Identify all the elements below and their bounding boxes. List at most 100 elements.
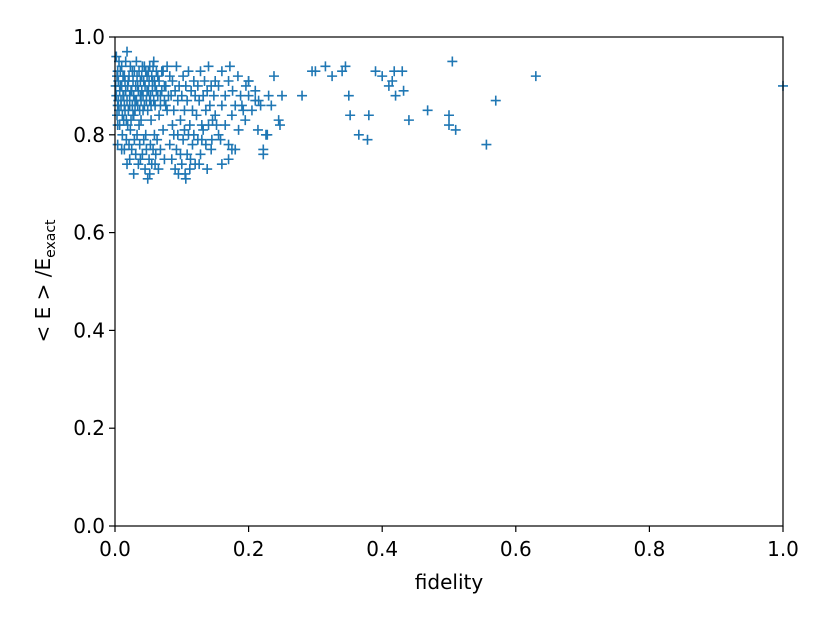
data-point — [444, 110, 454, 121]
data-point — [112, 120, 123, 131]
data-point — [180, 80, 191, 91]
data-point — [310, 66, 321, 77]
data-points — [110, 46, 788, 184]
data-point — [124, 139, 135, 150]
data-point — [226, 144, 237, 155]
data-point — [227, 85, 238, 96]
data-point — [128, 110, 139, 121]
data-point — [154, 76, 165, 87]
data-point — [277, 90, 287, 101]
data-point — [206, 144, 217, 155]
data-point — [196, 134, 207, 145]
data-point — [226, 110, 237, 121]
data-point — [390, 90, 401, 101]
data-point — [194, 159, 205, 170]
data-point — [124, 154, 135, 165]
data-point — [154, 110, 165, 121]
data-point — [223, 76, 234, 87]
data-point — [144, 168, 155, 179]
data-point — [167, 76, 178, 87]
data-point — [230, 100, 241, 111]
data-point — [250, 85, 261, 96]
data-point — [235, 90, 246, 101]
data-point — [150, 159, 161, 170]
data-point — [167, 120, 178, 131]
data-point — [172, 129, 183, 140]
y-tick-label: 1.0 — [73, 25, 105, 49]
data-point — [116, 144, 127, 155]
data-point — [111, 51, 122, 62]
data-point — [232, 71, 243, 82]
data-point — [150, 149, 161, 160]
data-point — [184, 164, 195, 175]
data-point — [233, 124, 244, 135]
data-point — [530, 71, 541, 82]
data-point — [195, 66, 206, 77]
data-point — [262, 129, 273, 140]
y-tick-label: 0.2 — [73, 416, 105, 440]
data-point — [126, 115, 137, 126]
data-point — [164, 139, 175, 150]
data-point — [142, 173, 153, 184]
data-point — [263, 90, 274, 101]
y-axis-label-main: < E > /E — [31, 258, 55, 343]
data-point — [370, 66, 381, 77]
data-point — [444, 120, 454, 131]
data-point — [268, 71, 279, 82]
data-point — [182, 95, 193, 106]
data-point — [377, 71, 388, 82]
y-axis: 0.0 0.2 0.4 0.6 0.8 1.0 — [73, 25, 115, 538]
data-point — [266, 100, 277, 111]
data-point — [120, 56, 131, 67]
data-point — [204, 100, 215, 111]
data-point — [195, 149, 206, 160]
data-point — [178, 134, 189, 145]
y-axis-label-subscript: exact — [43, 219, 59, 258]
data-point — [152, 134, 163, 145]
data-point — [176, 159, 187, 170]
data-point — [273, 115, 284, 126]
data-point — [320, 61, 331, 72]
data-point — [129, 134, 140, 145]
data-point — [128, 168, 139, 179]
data-point — [176, 90, 187, 101]
data-point — [159, 95, 170, 106]
data-point — [122, 159, 133, 170]
data-point — [450, 124, 461, 135]
data-point — [246, 105, 257, 116]
data-point — [187, 139, 198, 150]
data-point — [192, 80, 203, 91]
data-point — [133, 159, 144, 170]
x-axis-label: fidelity — [415, 570, 484, 594]
x-tick-label: 1.0 — [767, 537, 799, 561]
data-point — [297, 90, 308, 101]
data-point — [447, 56, 458, 67]
data-point — [258, 149, 269, 160]
x-tick-label: 0.4 — [366, 537, 398, 561]
data-point — [140, 129, 151, 140]
data-point — [215, 134, 226, 145]
data-point — [327, 71, 338, 82]
data-point — [171, 61, 182, 72]
data-point — [179, 124, 190, 135]
data-point — [132, 129, 143, 140]
data-point — [216, 66, 227, 77]
data-point — [155, 144, 166, 155]
data-point — [149, 129, 160, 140]
x-tick-label: 0.8 — [633, 537, 665, 561]
data-point — [243, 76, 254, 87]
data-point — [158, 66, 169, 77]
x-tick-label: 0.2 — [233, 537, 265, 561]
y-tick-label: 0.4 — [73, 318, 105, 342]
data-point — [206, 134, 217, 145]
data-point — [144, 154, 155, 165]
data-point — [387, 76, 398, 87]
data-point — [363, 110, 374, 121]
data-point — [210, 110, 221, 121]
data-point — [216, 159, 227, 170]
data-point — [180, 173, 191, 184]
data-point — [220, 120, 231, 131]
data-point — [158, 124, 169, 135]
data-point — [343, 90, 354, 101]
